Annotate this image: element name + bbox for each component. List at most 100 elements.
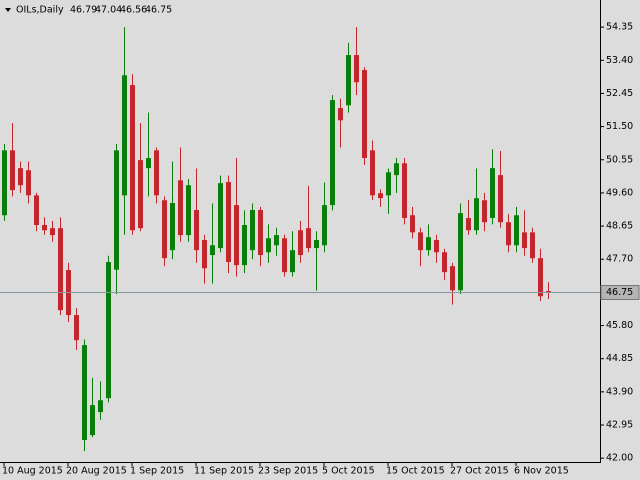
candle-body	[18, 168, 23, 186]
candle-body	[186, 185, 191, 236]
candle-body	[50, 228, 55, 236]
last-price-box	[600, 285, 640, 300]
candle-body	[546, 290, 551, 293]
candle-body	[146, 158, 151, 169]
y-tick-label: 43.90	[606, 386, 633, 397]
x-tick-label: 5 Oct 2015	[322, 466, 375, 477]
candle-body	[282, 238, 287, 273]
candle-body	[130, 85, 135, 231]
x-tick-label: 23 Sep 2015	[258, 466, 318, 477]
last-price-label: 46.75	[606, 287, 633, 298]
y-tick-label: 54.35	[606, 22, 633, 33]
candle-body	[162, 200, 167, 259]
x-tick-label: 20 Aug 2015	[66, 466, 127, 477]
candle-body	[378, 193, 383, 199]
ohlc-open: 46.79	[70, 5, 97, 16]
candle-body	[450, 266, 455, 291]
candle-body	[58, 228, 63, 311]
ohlc-close: 46.75	[145, 5, 172, 16]
candle-body	[426, 237, 431, 251]
x-tick-label: 27 Oct 2015	[450, 466, 509, 477]
y-tick-label: 42.95	[606, 420, 633, 431]
y-tick-label: 47.70	[606, 254, 633, 265]
candle-body	[106, 262, 111, 399]
candle-body	[370, 150, 375, 196]
candle-body	[314, 240, 319, 249]
candle-body	[482, 200, 487, 223]
candle-body	[442, 252, 447, 273]
x-tick-label: 1 Sep 2015	[130, 466, 184, 477]
candle-body	[346, 55, 351, 106]
candle-body	[98, 400, 103, 413]
candle-body	[178, 180, 183, 236]
candle-body	[218, 183, 223, 249]
candle-body	[274, 235, 279, 246]
candle-body	[386, 172, 391, 196]
candle-body	[154, 150, 159, 196]
x-tick-label: 6 Nov 2015	[514, 466, 569, 477]
candle-body	[418, 232, 423, 251]
candle-body	[538, 258, 543, 297]
x-tick-label: 10 Aug 2015	[2, 466, 63, 477]
y-tick-label: 48.65	[606, 221, 633, 232]
candle-body	[82, 345, 87, 441]
x-tick-label: 15 Oct 2015	[386, 466, 445, 477]
candle-body	[530, 232, 535, 259]
candle-body	[242, 225, 247, 266]
candle-body	[490, 168, 495, 219]
candle-body	[306, 228, 311, 249]
candle-body	[10, 150, 15, 191]
ohlc-low: 46.56	[120, 5, 147, 16]
candle-body	[26, 170, 31, 196]
candle-body	[514, 215, 519, 246]
y-tick-label: 44.85	[606, 353, 633, 364]
candle-body	[234, 205, 239, 266]
candle-body	[498, 175, 503, 223]
candle-body	[434, 240, 439, 253]
candle-body	[402, 163, 407, 219]
candle-body	[210, 245, 215, 256]
menu-triangle[interactable]	[5, 8, 11, 12]
candle-body	[522, 232, 527, 249]
candle-body	[362, 70, 367, 159]
y-tick-label: 52.45	[606, 88, 633, 99]
y-tick-label: 49.60	[606, 187, 633, 198]
candle-body	[290, 250, 295, 273]
symbol-label: OILs,Daily	[16, 5, 64, 16]
candle-body	[202, 240, 207, 269]
candle-body	[322, 205, 327, 246]
candle-body	[74, 315, 79, 341]
candle-body	[330, 100, 335, 206]
candle-body	[338, 108, 343, 121]
candle-body	[410, 215, 415, 233]
y-tick-label: 51.50	[606, 121, 633, 132]
candle-body	[474, 198, 479, 231]
candle-body	[122, 75, 127, 196]
y-tick-label: 42.00	[606, 453, 633, 464]
candle-body	[466, 218, 471, 231]
candle-body	[226, 182, 231, 263]
candle-body	[2, 150, 7, 216]
y-tick-label: 50.55	[606, 154, 633, 165]
candle-body	[250, 210, 255, 251]
candle-body	[34, 195, 39, 226]
candle-body	[258, 210, 263, 256]
x-tick-label: 11 Sep 2015	[194, 466, 254, 477]
candle-body	[506, 222, 511, 246]
y-tick-label: 45.80	[606, 320, 633, 331]
candle-body	[90, 405, 95, 436]
candle-body	[354, 55, 359, 83]
candle-body	[138, 160, 143, 229]
ohlc-high: 47.04	[95, 5, 122, 16]
candle-body	[170, 203, 175, 251]
candle-body	[42, 225, 47, 231]
candle-body	[266, 238, 271, 253]
candle-body	[458, 213, 463, 291]
candle-body	[298, 230, 303, 256]
candle-body	[114, 150, 119, 270]
candle-body	[194, 210, 199, 251]
candle-body	[394, 163, 399, 176]
